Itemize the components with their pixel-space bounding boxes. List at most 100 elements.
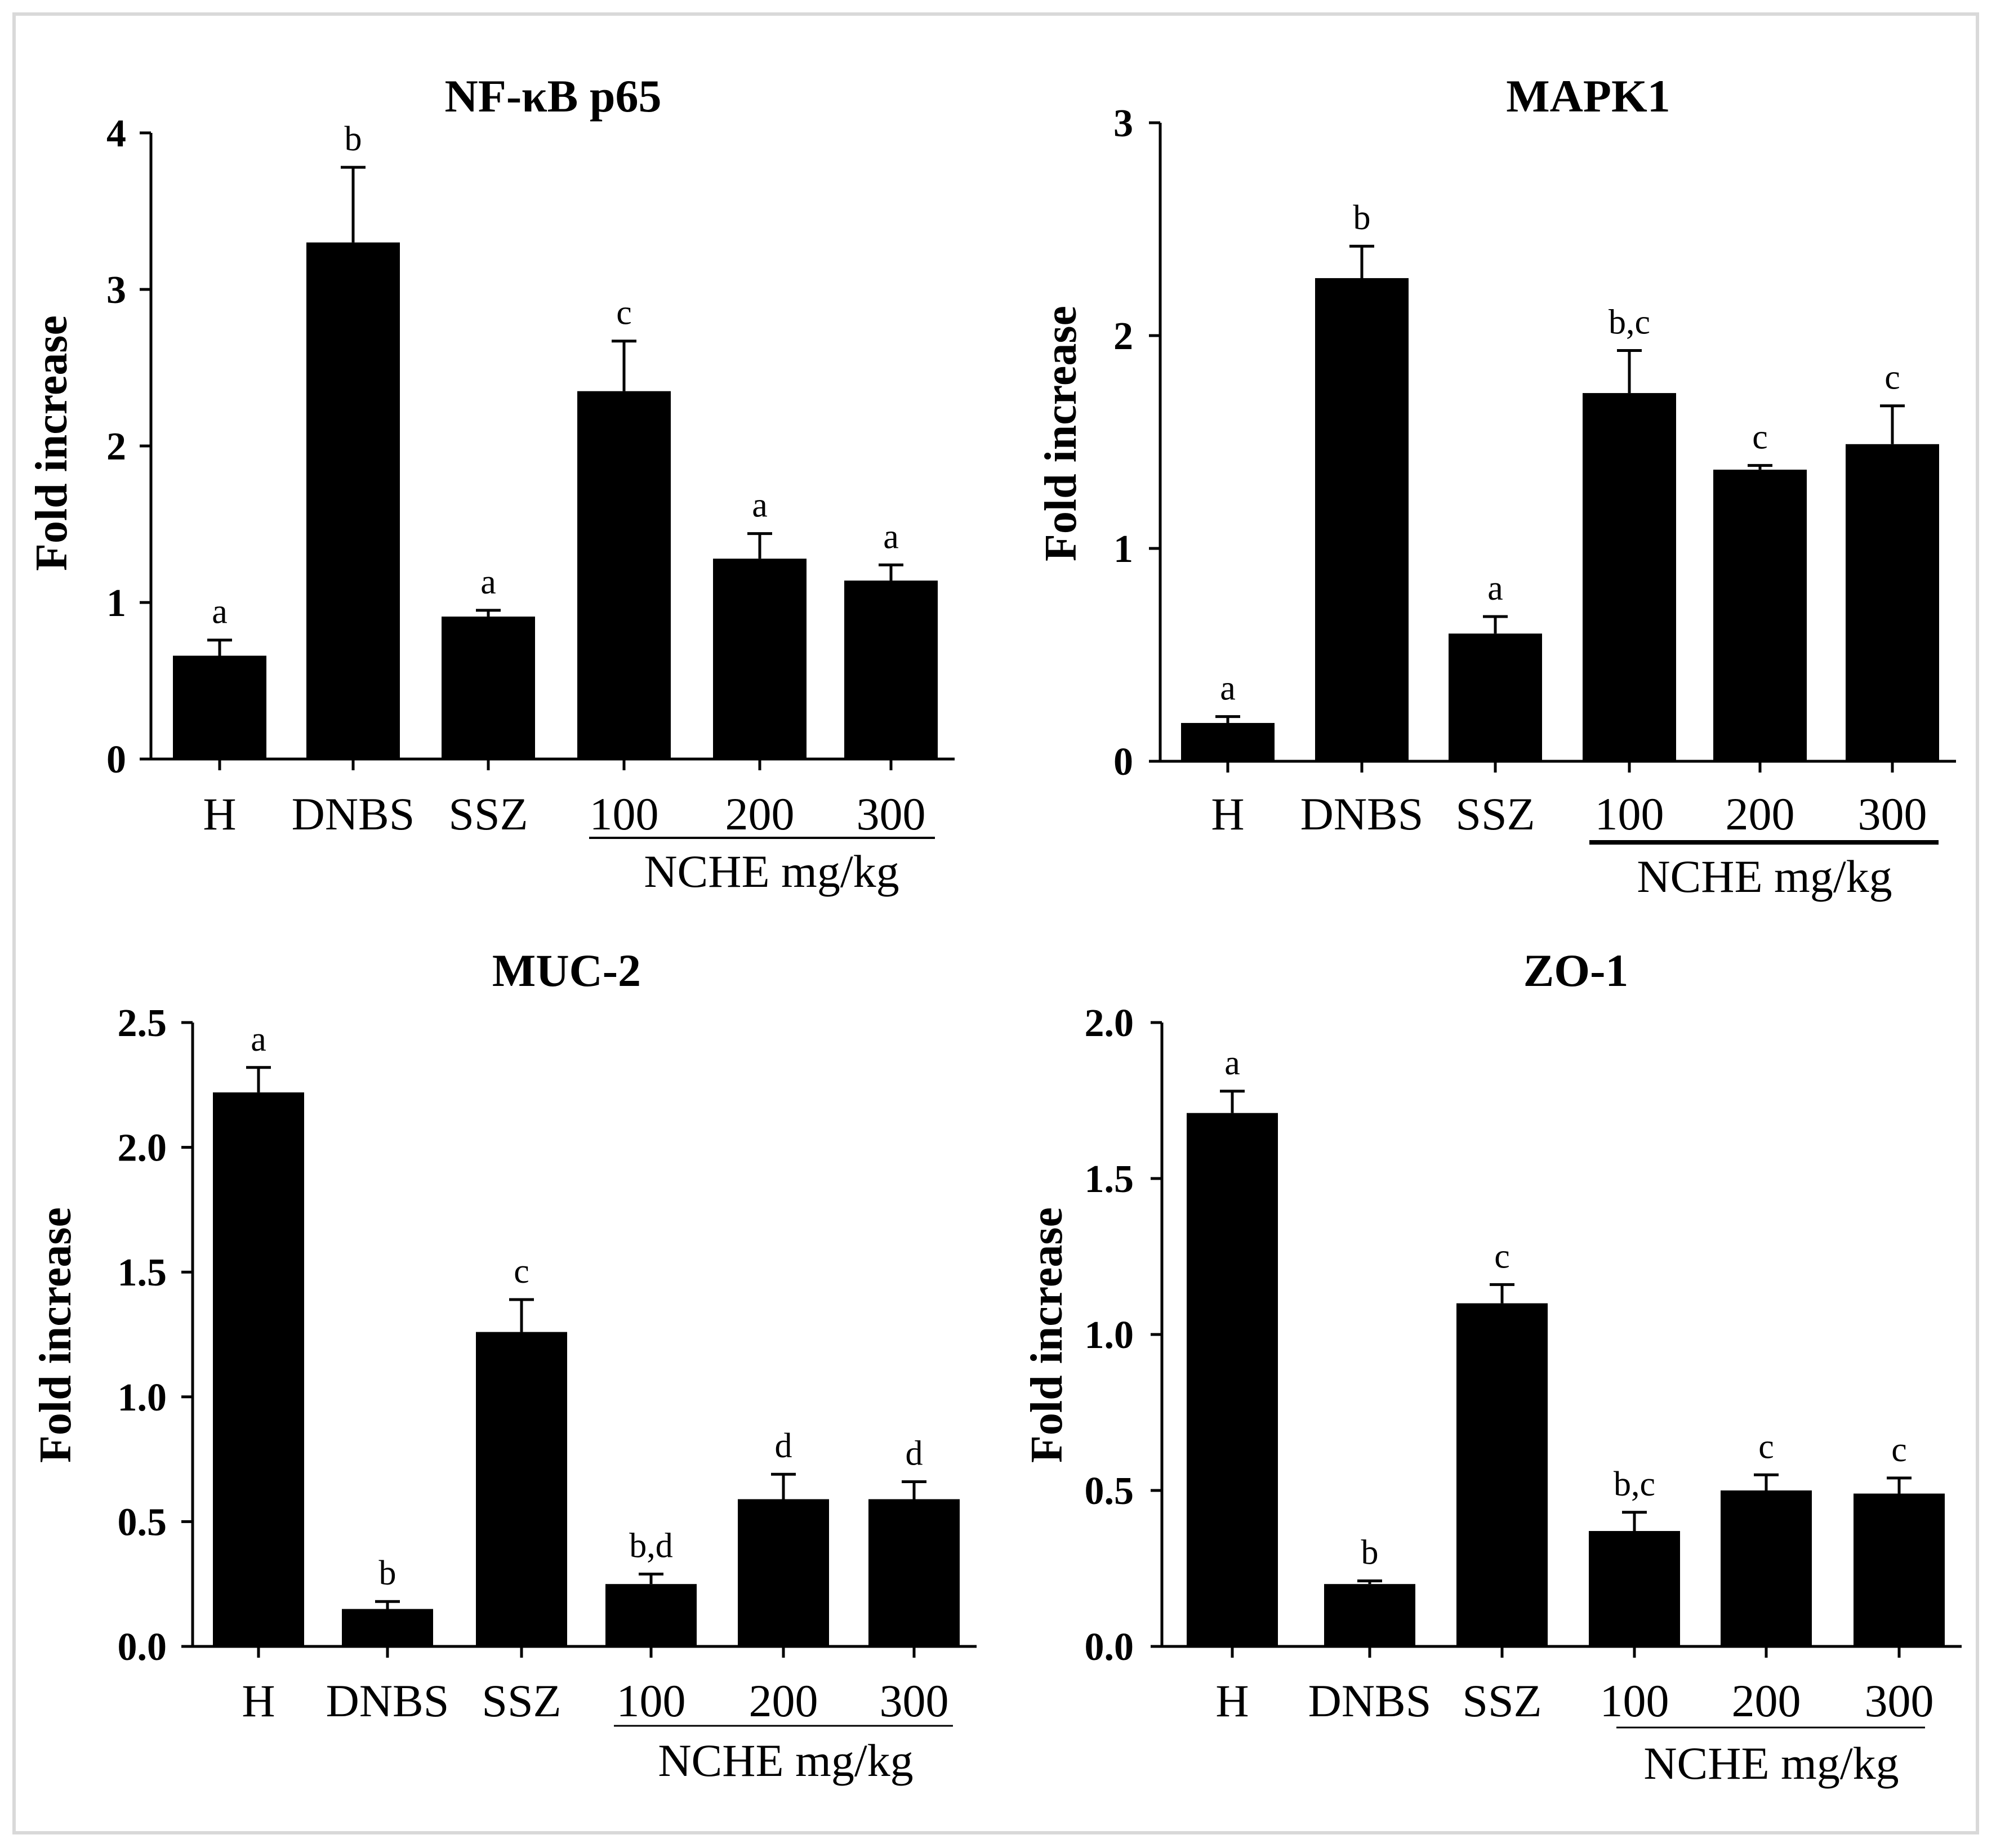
y-axis-label: Fold increase — [1036, 306, 1086, 561]
bar — [868, 1499, 960, 1646]
significance-letter: a — [480, 563, 496, 601]
y-tick-label: 0 — [106, 738, 126, 782]
significance-letter: c — [1494, 1237, 1510, 1275]
significance-letter: a — [752, 486, 768, 525]
bar — [1583, 393, 1676, 761]
bar — [1315, 278, 1409, 761]
significance-letter: b — [1361, 1534, 1379, 1572]
significance-letter: b,c — [1609, 303, 1650, 341]
x-tick-label-300: 300 — [1858, 788, 1927, 840]
group-label: NCHE mg/kg — [644, 846, 899, 897]
chart-title: NF-κB p65 — [445, 70, 662, 122]
significance-letter: d — [775, 1427, 792, 1465]
bar — [442, 617, 535, 759]
x-tick-label-ssz: SSZ — [1455, 788, 1535, 840]
y-tick-label: 0 — [1113, 740, 1133, 784]
y-tick-label: 2 — [1113, 315, 1133, 358]
bar — [844, 581, 938, 759]
significance-letter: c — [514, 1252, 529, 1291]
y-tick-label: 4 — [106, 112, 126, 155]
x-tick-label-200: 200 — [749, 1675, 818, 1726]
panel-nfkb-p65: NF-κB p65 Fold increase 0 1 2 3 4 a b a c a a H DN… — [27, 70, 955, 897]
x-tick-label-h: H — [1211, 788, 1244, 840]
significance-letter: b — [345, 120, 362, 158]
bar — [1456, 1303, 1548, 1646]
y-tick-label: 1.5 — [1085, 1158, 1134, 1201]
y-tick-label: 2 — [106, 425, 126, 468]
bar — [605, 1584, 697, 1646]
x-tick-label-100: 100 — [590, 788, 659, 840]
x-tick-label-200: 200 — [1732, 1675, 1801, 1726]
chart-title: MAPK1 — [1506, 70, 1670, 122]
bar — [1854, 1493, 1945, 1646]
bar — [1187, 1113, 1278, 1646]
significance-letter: b,c — [1614, 1465, 1655, 1503]
x-tick-label-h: H — [242, 1675, 275, 1726]
x-tick-label-100: 100 — [617, 1675, 686, 1726]
y-axis-label: Fold increase — [31, 1207, 81, 1463]
bar — [713, 559, 807, 759]
panel-zo1: ZO-1 Fold increase 0.0 0.5 1.0 1.5 2.0 a b c b,c… — [1022, 945, 1962, 1789]
bar — [213, 1092, 304, 1646]
x-tick-label-dnbs: DNBS — [326, 1675, 449, 1726]
bar — [1324, 1584, 1415, 1646]
panel-muc2: MUC-2 Fold increase 0.0 0.5 1.0 1.5 2.0 2.5 a b… — [31, 945, 977, 1786]
group-label: NCHE mg/kg — [1643, 1738, 1899, 1789]
bar — [738, 1499, 829, 1646]
significance-letter: c — [1758, 1427, 1774, 1466]
x-tick-label-300: 300 — [857, 788, 926, 840]
significance-letter: c — [616, 294, 632, 332]
x-tick-label-100: 100 — [1600, 1675, 1669, 1726]
bar — [342, 1609, 433, 1646]
significance-letter: c — [1884, 359, 1900, 397]
significance-letter: c — [1752, 418, 1768, 457]
figure-frame — [12, 12, 1979, 1834]
significance-letter: b — [1353, 199, 1371, 237]
significance-letter: a — [1224, 1044, 1240, 1082]
x-tick-label-ssz: SSZ — [482, 1675, 561, 1726]
significance-letter: a — [1220, 669, 1236, 708]
bar — [1449, 633, 1542, 761]
bar — [173, 655, 266, 759]
x-tick-label-ssz: SSZ — [1462, 1675, 1541, 1726]
x-tick-label-ssz: SSZ — [448, 788, 528, 840]
significance-letter: a — [1487, 569, 1503, 608]
x-tick-label-h: H — [1215, 1675, 1249, 1726]
y-tick-label: 0.0 — [1085, 1626, 1134, 1669]
bar — [1721, 1490, 1812, 1646]
significance-letter: c — [1891, 1431, 1907, 1469]
bar — [476, 1332, 567, 1646]
group-label: NCHE mg/kg — [658, 1735, 913, 1786]
bar — [1846, 444, 1939, 761]
y-tick-label: 0.0 — [118, 1626, 167, 1669]
x-tick-label-300: 300 — [880, 1675, 949, 1726]
significance-letter: b — [379, 1554, 396, 1592]
y-tick-label: 2.5 — [118, 1002, 167, 1045]
x-tick-label-200: 200 — [725, 788, 795, 840]
significance-letter: b,d — [629, 1526, 673, 1565]
y-tick-label: 0.5 — [118, 1501, 167, 1544]
y-tick-label: 3 — [1113, 102, 1133, 145]
y-tick-label: 2.0 — [118, 1127, 167, 1170]
y-tick-label: 1 — [1113, 528, 1133, 571]
y-tick-label: 3 — [106, 269, 126, 312]
x-tick-label-dnbs: DNBS — [1300, 788, 1424, 840]
bar — [577, 391, 671, 759]
significance-letter: a — [251, 1020, 266, 1059]
bar — [1589, 1531, 1680, 1646]
bar — [1713, 470, 1807, 761]
significance-letter: a — [212, 593, 228, 631]
y-axis-label: Fold increase — [1022, 1207, 1072, 1463]
chart-title: MUC-2 — [492, 945, 641, 996]
x-tick-label-100: 100 — [1595, 788, 1664, 840]
x-tick-label-300: 300 — [1865, 1675, 1934, 1726]
x-tick-label-dnbs: DNBS — [1308, 1675, 1432, 1726]
y-tick-label: 1.0 — [118, 1376, 167, 1420]
significance-letter: d — [906, 1434, 923, 1472]
y-tick-label: 2.0 — [1085, 1002, 1134, 1045]
x-tick-label-dnbs: DNBS — [292, 788, 415, 840]
bar — [1181, 722, 1275, 761]
y-axis-label: Fold increase — [27, 315, 77, 571]
